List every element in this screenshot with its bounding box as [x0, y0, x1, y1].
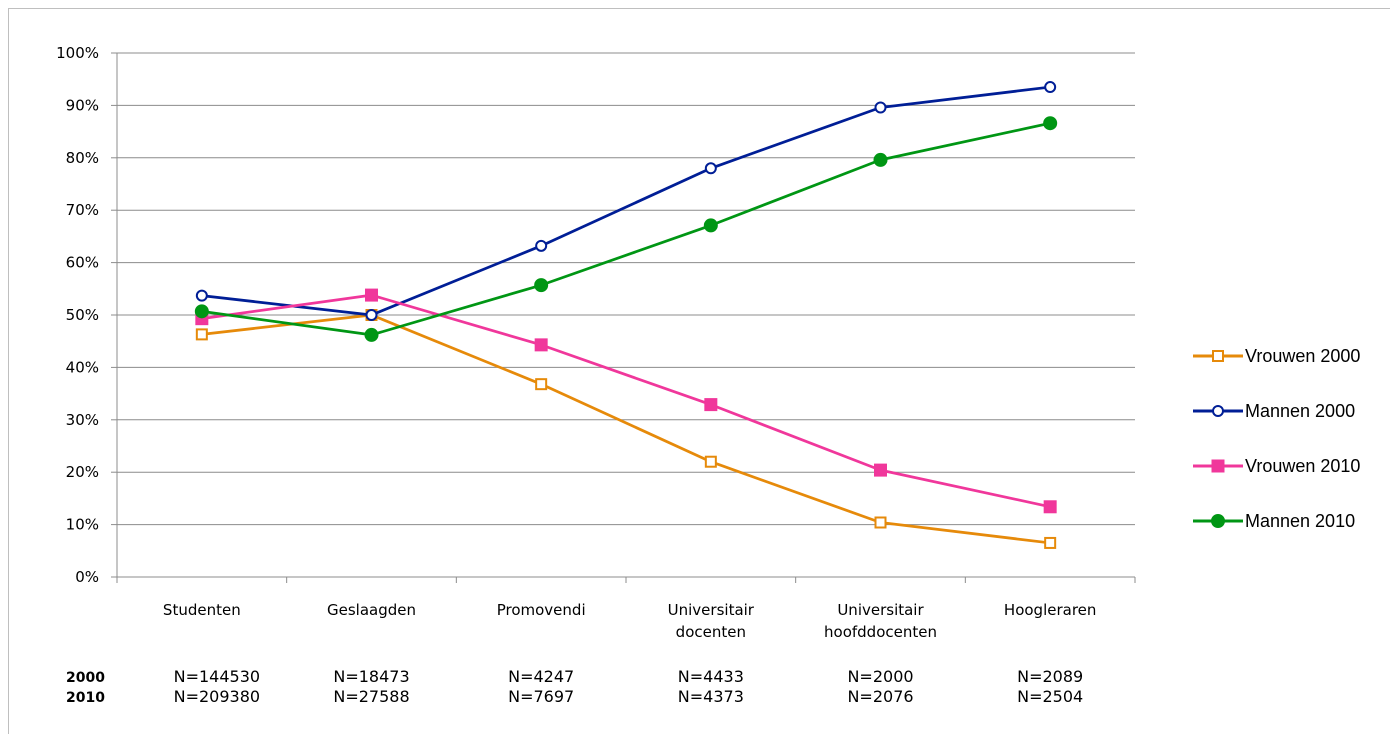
legend-marker [1211, 459, 1225, 473]
y-tick-label: 60% [66, 254, 99, 272]
data-point [535, 239, 548, 252]
data-point [704, 455, 717, 468]
data-point [1043, 500, 1057, 514]
data-point [195, 328, 208, 341]
series [195, 81, 1057, 321]
series [194, 116, 1058, 342]
legend-marker [1212, 350, 1224, 362]
y-tick-label: 10% [66, 516, 99, 534]
sample-size-value: N=2000 [847, 667, 913, 686]
data-point [365, 288, 378, 302]
data-point [874, 516, 887, 529]
data-point [703, 218, 718, 233]
data-point [874, 463, 887, 477]
y-tick-label: 50% [66, 306, 99, 324]
y-tick-label: 20% [66, 463, 99, 481]
legend-label: Mannen 2010 [1245, 511, 1355, 531]
x-category-label: Universitair hoofddocenten [824, 601, 937, 641]
sample-size-value: N=2504 [1017, 687, 1083, 706]
data-point [534, 338, 548, 352]
sample-size-value: N=4247 [508, 667, 574, 686]
x-category-label: Universitair docenten [668, 601, 755, 641]
chart-frame [8, 8, 1390, 734]
sample-size-value: N=4433 [678, 667, 744, 686]
sample-size-table: 2000 N=144530 N=18473 N=4247 N=4433 N=2000 N=2… [66, 667, 1083, 706]
sample-size-value: N=2089 [1017, 667, 1083, 686]
data-point [1044, 81, 1057, 94]
legend-item: Vrouwen 2000 [1193, 346, 1360, 366]
data-point [194, 304, 209, 319]
legend-item: Mannen 2000 [1193, 401, 1355, 421]
x-category-label: Studenten [163, 601, 241, 619]
sample-year-label: 2000 [66, 670, 105, 686]
series [195, 309, 1057, 549]
data-point [535, 378, 548, 391]
legend-label: Vrouwen 2010 [1245, 456, 1360, 476]
axes: 0% 10% 20% 30% 40% 50% 60% 70% 80% 90% 100% Student… [56, 44, 1136, 641]
x-category-label: Promovendi [497, 601, 586, 619]
sample-size-value: N=2076 [847, 687, 913, 706]
gridlines [117, 52, 1135, 526]
legend-marker [1212, 405, 1224, 417]
sample-size-value: N=27588 [333, 687, 409, 706]
y-tick-label: 0% [75, 568, 99, 586]
y-tick-label: 30% [66, 411, 99, 429]
sample-size-value: N=7697 [508, 687, 574, 706]
series-lines [194, 81, 1058, 549]
data-point [873, 152, 888, 167]
legend-item: Vrouwen 2010 [1193, 456, 1360, 476]
y-tick-label: 100% [56, 44, 99, 62]
data-point [364, 327, 379, 342]
y-tick-label: 40% [66, 358, 99, 376]
legend-item: Mannen 2010 [1193, 511, 1355, 531]
legend-marker [1211, 514, 1225, 528]
sample-year-label: 2010 [66, 690, 105, 706]
legend-label: Vrouwen 2000 [1245, 346, 1360, 366]
series-line [201, 121, 1051, 337]
data-point [874, 101, 887, 114]
data-point [1044, 536, 1057, 549]
data-point [365, 309, 378, 321]
series-line [201, 293, 1051, 509]
data-point [704, 398, 718, 412]
legend-label: Mannen 2000 [1245, 401, 1355, 421]
sample-size-value: N=144530 [174, 667, 260, 686]
data-point [704, 162, 717, 175]
legend: Vrouwen 2000 Mannen 2000 Vrouwen 2010 Manne… [1193, 346, 1360, 531]
data-point [534, 278, 549, 293]
series-line [201, 313, 1051, 545]
y-tick-label: 70% [66, 201, 99, 219]
sample-size-value: N=4373 [678, 687, 744, 706]
data-point [1043, 116, 1058, 131]
series [195, 288, 1057, 514]
y-tick-label: 80% [66, 149, 99, 167]
sample-size-value: N=18473 [333, 667, 409, 686]
series-line [201, 85, 1051, 317]
x-category-label: Geslaagden [327, 601, 416, 619]
sample-size-value: N=209380 [174, 687, 260, 706]
y-tick-label: 90% [66, 96, 99, 114]
x-category-label: Hoogleraren [1004, 601, 1096, 619]
data-point [195, 289, 208, 302]
